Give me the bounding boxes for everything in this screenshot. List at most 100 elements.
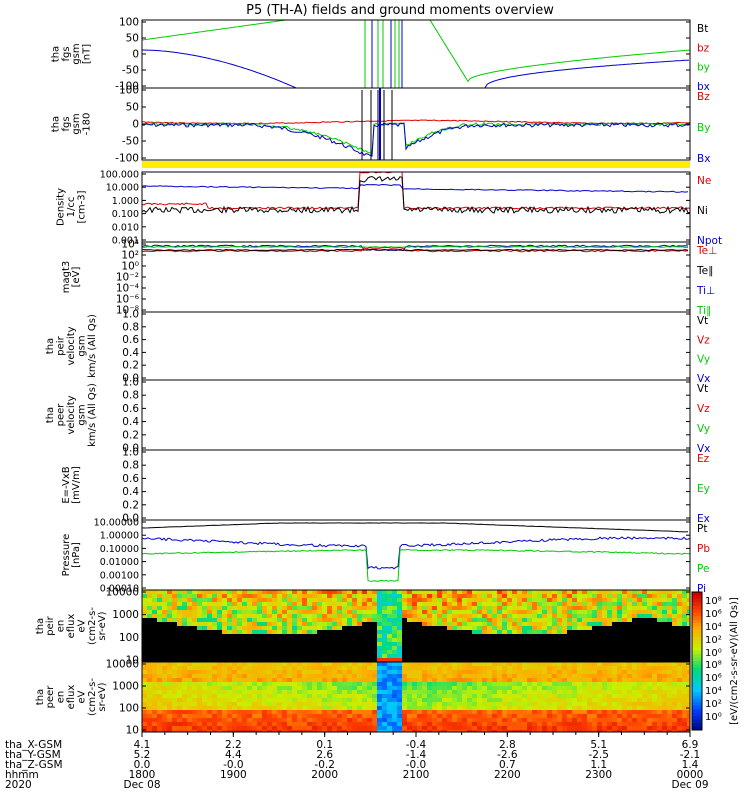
legend-vz: Vz [697, 334, 710, 346]
heat-cell [602, 666, 608, 671]
heat-cell [437, 630, 443, 635]
heat-cell [452, 658, 458, 662]
heat-cell [492, 694, 498, 699]
heat-cell [442, 710, 448, 715]
heat-cell [287, 650, 293, 655]
y-axis-label: velocity [66, 326, 77, 365]
heat-cell [307, 630, 313, 635]
heat-cell [512, 690, 518, 695]
heat-cell [342, 590, 348, 595]
heat-cell [372, 730, 378, 732]
heat-cell [677, 614, 683, 619]
heat-cell [542, 666, 548, 671]
heat-cell [322, 630, 328, 635]
heat-cell [212, 642, 218, 647]
heat-cell [677, 690, 683, 695]
heat-cell [162, 722, 168, 727]
heat-cell [267, 694, 273, 699]
heat-cell [582, 722, 588, 727]
heat-cell [307, 594, 313, 599]
heat-cell [227, 706, 233, 711]
heat-cell [352, 594, 358, 599]
heat-cell [262, 674, 268, 679]
heat-cell [582, 666, 588, 671]
heat-cell [257, 686, 263, 691]
panel-frame [141, 379, 691, 451]
heat-cell [607, 618, 613, 623]
heat-cell [152, 602, 158, 607]
heat-cell [167, 726, 173, 731]
heat-cell [542, 718, 548, 723]
heat-cell [252, 662, 258, 667]
y-tick-label: 0.001 [112, 236, 139, 247]
heat-cell [527, 606, 533, 611]
heat-cell [387, 666, 393, 671]
heat-cell [352, 606, 358, 611]
heat-cell [362, 594, 368, 599]
heat-cell [167, 618, 173, 623]
heat-cell [257, 622, 263, 627]
heat-cell [202, 698, 208, 703]
heat-cell [477, 610, 483, 615]
heat-cell [612, 590, 618, 595]
heat-cell [582, 670, 588, 675]
heat-cell [627, 662, 633, 667]
heat-cell [672, 622, 678, 627]
heat-cell [477, 686, 483, 691]
heat-cell [512, 706, 518, 711]
heat-cell [392, 706, 398, 711]
heat-cell [477, 594, 483, 599]
heat-cell [342, 610, 348, 615]
heat-cell [162, 634, 168, 639]
heat-cell [237, 626, 243, 631]
heat-cell [307, 722, 313, 727]
heat-cell [227, 618, 233, 623]
heat-cell [352, 634, 358, 639]
heat-cell [417, 710, 423, 715]
heat-cell [267, 618, 273, 623]
heat-cell [232, 622, 238, 627]
heat-cell [597, 618, 603, 623]
heat-cell [627, 642, 633, 647]
heat-cell [192, 590, 198, 595]
heat-cell [382, 614, 388, 619]
heat-cell [362, 618, 368, 623]
heat-cell [377, 686, 383, 691]
heat-cell [682, 670, 688, 675]
heat-cell [477, 626, 483, 631]
heat-cell [407, 686, 413, 691]
heat-cell [487, 710, 493, 715]
heat-cell [477, 642, 483, 647]
heat-cell [672, 714, 678, 719]
heat-cell [167, 686, 173, 691]
heat-cell [497, 698, 503, 703]
heat-cell [172, 722, 178, 727]
heat-cell [437, 622, 443, 627]
heat-cell [197, 678, 203, 683]
heat-cell [347, 630, 353, 635]
heat-cell [377, 622, 383, 627]
heat-cell [177, 634, 183, 639]
heat-cell [392, 590, 398, 595]
heat-cell [562, 594, 568, 599]
heat-cell [257, 722, 263, 727]
heat-cell [457, 718, 463, 723]
heat-cell [422, 650, 428, 655]
heat-cell [622, 674, 628, 679]
heat-cell [532, 630, 538, 635]
heat-cell [292, 726, 298, 731]
heat-cell [242, 686, 248, 691]
heat-cell [637, 694, 643, 699]
heat-cell [242, 626, 248, 631]
heat-cell [187, 634, 193, 639]
heat-cell [487, 606, 493, 611]
heat-cell [272, 722, 278, 727]
heat-cell [447, 706, 453, 711]
heat-cell [612, 730, 618, 732]
heat-cell [687, 710, 690, 715]
heat-cell [312, 626, 318, 631]
heat-cell [547, 622, 553, 627]
heat-cell [227, 646, 233, 651]
heat-cell [232, 602, 238, 607]
panel-density: 100.00010.0001.0000.1000.0100.001Density… [56, 170, 722, 248]
